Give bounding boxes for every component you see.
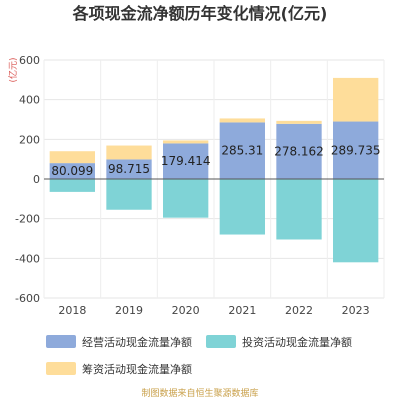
x-tick-label: 2021: [228, 304, 256, 317]
x-tick-label: 2018: [58, 304, 86, 317]
legend-swatch: [46, 362, 76, 375]
bar-data-label: 80.099: [51, 164, 93, 178]
bar-segment: [49, 179, 95, 192]
legend-label: 投资活动现金流量净额: [242, 335, 352, 349]
bar-segment: [219, 118, 265, 123]
bar-data-label: 179.414: [161, 154, 211, 168]
bar-segment: [219, 179, 265, 235]
source-note: 制图数据来自恒生聚源数据库: [141, 387, 258, 399]
bar-segment: [276, 120, 322, 124]
bar-segment: [276, 179, 322, 240]
y-tick-label: -400: [15, 252, 40, 265]
bar-segment: [49, 151, 95, 164]
bar-segment: [333, 179, 379, 263]
bar-segment: [106, 145, 152, 160]
bar-segment: [49, 163, 95, 179]
bar-segment: [333, 121, 379, 179]
y-tick-label: 600: [19, 54, 40, 67]
legend-label: 经营活动现金流量净额: [82, 335, 192, 349]
bar-segment: [106, 179, 152, 210]
bar-segment: [106, 159, 152, 179]
bar-segment: [163, 140, 209, 144]
legend-swatch: [46, 335, 76, 348]
chart-title: 各项现金流净额历年变化情况(亿元): [72, 4, 328, 23]
bar-segment: [333, 77, 379, 122]
x-tick-label: 2023: [342, 304, 370, 317]
axes: -600 -400 -200 0 200 400 600 2018 2019 2020 2021 20…: [15, 54, 384, 317]
legend-label: 筹资活动现金流量净额: [82, 362, 192, 376]
y-tick-label: 0: [33, 173, 40, 186]
bar-data-label: 289.735: [331, 143, 381, 157]
bar-data-label: 98.715: [108, 162, 150, 176]
bar-segment: [219, 122, 265, 179]
bar-segment: [276, 123, 322, 179]
y-tick-label: -600: [15, 292, 40, 305]
bars: [49, 77, 379, 263]
y-tick-label: 200: [19, 133, 40, 146]
legend-swatch: [206, 335, 236, 348]
y-tick-label: -200: [15, 213, 40, 226]
bar-segment: [163, 179, 209, 218]
x-tick-label: 2020: [172, 304, 200, 317]
x-tick-label: 2022: [285, 304, 313, 317]
x-tick-label: 2019: [115, 304, 143, 317]
y-tick-label: 400: [19, 94, 40, 107]
bar-data-label: 285.31: [221, 144, 263, 158]
bar-segment: [163, 143, 209, 179]
unit-label: (亿元): [7, 57, 19, 82]
bar-data-label: 278.162: [274, 144, 324, 158]
data-labels: 80.099 98.715 179.414 285.31 278.162 289.735: [51, 143, 380, 178]
